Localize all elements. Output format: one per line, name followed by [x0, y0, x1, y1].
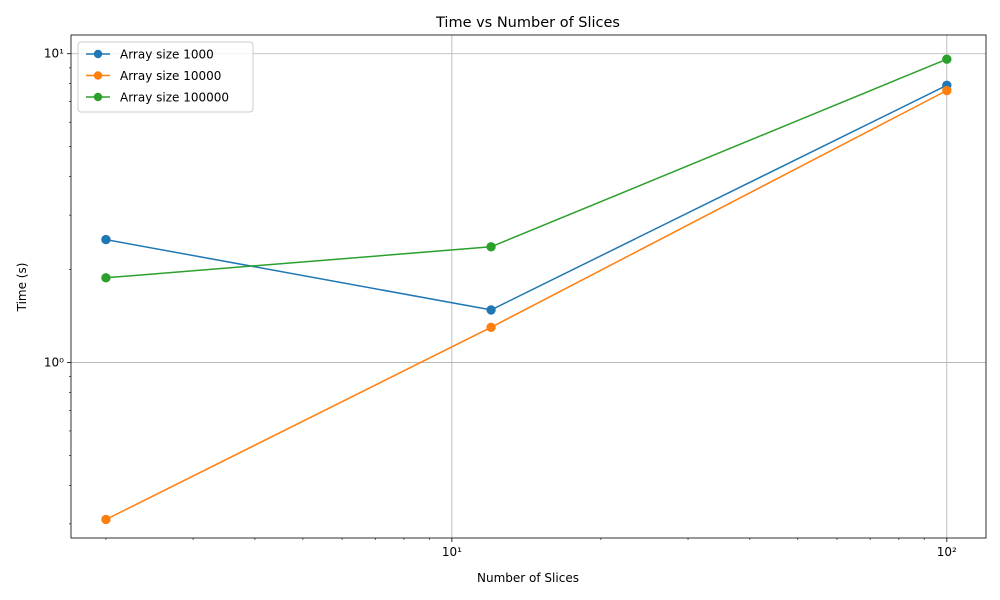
- plot-frame: [70, 34, 987, 539]
- legend-entry: Array size 10000: [86, 69, 221, 83]
- legend-marker: [93, 49, 103, 59]
- series-3: [101, 54, 952, 283]
- data-point: [101, 273, 111, 283]
- data-point: [942, 54, 952, 64]
- legend-marker: [93, 92, 103, 102]
- minor-tick-layer: [69, 67, 925, 540]
- y-tick-label: 10¹: [44, 47, 64, 61]
- legend-label: Array size 1000: [120, 48, 214, 62]
- series-line: [105, 84, 948, 311]
- data-point: [486, 322, 496, 332]
- data-point: [486, 242, 496, 252]
- legend-label: Array size 100000: [120, 91, 229, 105]
- legend-label: Array size 10000: [120, 69, 221, 83]
- data-point: [101, 234, 111, 245]
- legend-entry: Array size 100000: [86, 91, 229, 105]
- data-point: [486, 305, 496, 315]
- legend-entry: Array size 1000: [86, 48, 214, 62]
- legend-entries: Array size 1000 Array size 10000 Array siz…: [86, 48, 229, 105]
- series-1: [101, 80, 952, 315]
- y-tick-label: 10⁰: [44, 355, 64, 369]
- chart-title: Time vs Number of Slices: [435, 15, 620, 31]
- x-tick-label: 10²: [937, 545, 957, 559]
- legend-marker: [93, 71, 103, 80]
- legend-frame: [77, 41, 254, 113]
- x-axis-label: Number of Slices: [477, 571, 579, 585]
- x-tick-label: 10¹: [442, 545, 462, 559]
- series-2: [101, 85, 952, 525]
- y-axis-label: Time (s): [15, 263, 29, 313]
- legend: Array size 1000 Array size 10000 Array siz…: [77, 41, 254, 113]
- data-point: [101, 514, 111, 525]
- series-line: [105, 89, 948, 521]
- data-point: [942, 85, 952, 96]
- tick-layer: 10¹ 10² 10⁰ 10¹: [44, 47, 957, 559]
- series-layer: [101, 54, 952, 525]
